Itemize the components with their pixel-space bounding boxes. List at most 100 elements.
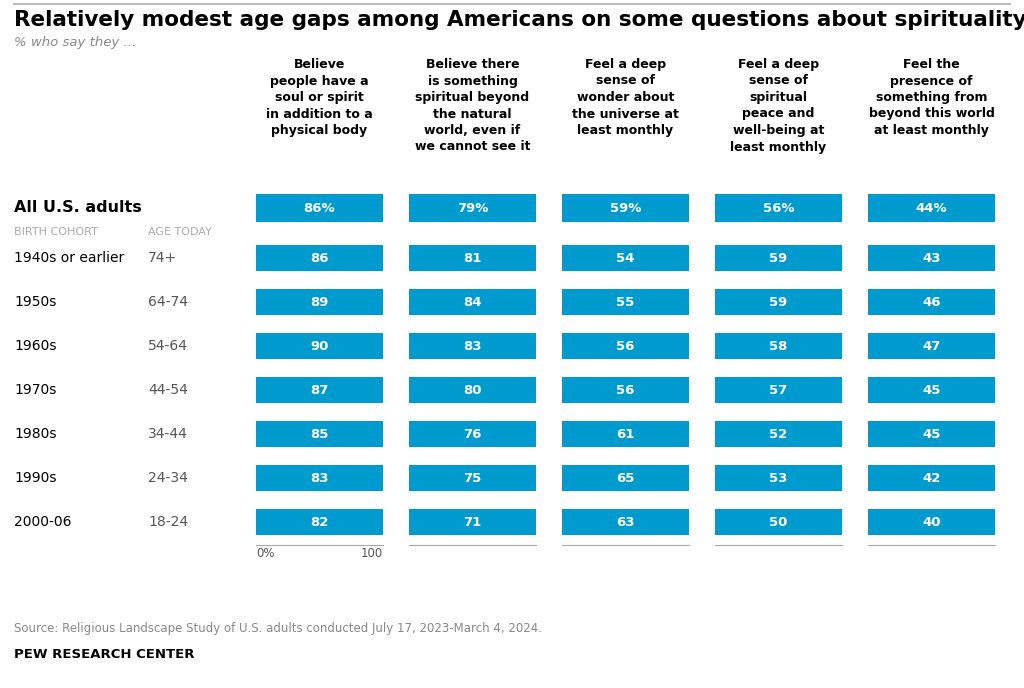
Text: 43: 43 [923,252,941,264]
Bar [256,289,383,315]
Bar [868,509,995,535]
Text: 83: 83 [310,471,329,484]
Text: Feel a deep
sense of
spiritual
peace and
well-being at
least monthly: Feel a deep sense of spiritual peace and… [730,58,826,153]
Text: 89: 89 [310,296,329,308]
Bar [715,245,842,271]
Text: 83: 83 [463,339,481,352]
Text: 75: 75 [464,471,481,484]
Text: 56: 56 [616,383,635,396]
Text: 52: 52 [769,427,787,440]
Text: 1950s: 1950s [14,295,56,309]
Text: 50: 50 [769,515,787,528]
Text: 1990s: 1990s [14,471,56,485]
Bar [868,245,995,271]
Text: 84: 84 [463,296,481,308]
Bar [562,245,689,271]
Text: Feel the
presence of
something from
beyond this world
at least monthly: Feel the presence of something from beyo… [868,58,994,137]
Bar [715,465,842,491]
Text: 53: 53 [769,471,787,484]
Text: 54-64: 54-64 [148,339,188,353]
Text: 56%: 56% [763,202,795,215]
Text: 24-34: 24-34 [148,471,187,485]
Text: Believe
people have a
soul or spirit
in addition to a
physical body: Believe people have a soul or spirit in … [266,58,373,137]
Bar [409,377,536,403]
Text: 54: 54 [616,252,635,264]
Bar [868,421,995,447]
Bar [715,194,842,222]
Text: 56: 56 [616,339,635,352]
Bar [409,465,536,491]
Bar [562,509,689,535]
Text: 1970s: 1970s [14,383,56,397]
Text: 86: 86 [310,252,329,264]
Bar [256,421,383,447]
Text: 81: 81 [463,252,481,264]
Text: 1960s: 1960s [14,339,56,353]
Bar [562,465,689,491]
Text: PEW RESEARCH CENTER: PEW RESEARCH CENTER [14,648,195,661]
Text: 59%: 59% [610,202,641,215]
Text: Believe there
is something
spiritual beyond
the natural
world, even if
we cannot: Believe there is something spiritual bey… [415,58,530,153]
Text: BIRTH COHORT: BIRTH COHORT [14,227,98,237]
Text: 0%: 0% [256,547,274,560]
Text: 44%: 44% [915,202,947,215]
Text: 55: 55 [616,296,635,308]
Text: AGE TODAY: AGE TODAY [148,227,212,237]
Bar [409,333,536,359]
Bar [868,465,995,491]
Bar [562,377,689,403]
Text: 86%: 86% [304,202,335,215]
Text: 64-74: 64-74 [148,295,188,309]
Text: 76: 76 [463,427,481,440]
Text: 45: 45 [923,383,941,396]
Text: 80: 80 [463,383,481,396]
Bar [256,245,383,271]
Bar [562,194,689,222]
Bar [715,377,842,403]
Text: % who say they ...: % who say they ... [14,36,136,49]
Text: Relatively modest age gaps among Americans on some questions about spirituality: Relatively modest age gaps among America… [14,10,1024,30]
Text: 65: 65 [616,471,635,484]
Text: 59: 59 [769,296,787,308]
Text: 1940s or earlier: 1940s or earlier [14,251,124,265]
Bar [409,289,536,315]
Bar [562,421,689,447]
Text: 71: 71 [464,515,481,528]
Text: 42: 42 [923,471,941,484]
Bar [868,377,995,403]
Bar [409,509,536,535]
Bar [256,377,383,403]
Text: 44-54: 44-54 [148,383,187,397]
Text: 82: 82 [310,515,329,528]
Bar [256,194,383,222]
Text: 2000-06: 2000-06 [14,515,72,529]
Text: 45: 45 [923,427,941,440]
Text: Source: Religious Landscape Study of U.S. adults conducted July 17, 2023-March 4: Source: Religious Landscape Study of U.S… [14,622,542,635]
Text: 87: 87 [310,383,329,396]
Text: 40: 40 [923,515,941,528]
Bar [256,333,383,359]
Bar [715,333,842,359]
Bar [562,289,689,315]
Bar [868,194,995,222]
Text: 57: 57 [769,383,787,396]
Bar [715,289,842,315]
Text: 18-24: 18-24 [148,515,188,529]
Text: 58: 58 [769,339,787,352]
Text: 100: 100 [360,547,383,560]
Text: 1980s: 1980s [14,427,56,441]
Text: 63: 63 [616,515,635,528]
Text: 34-44: 34-44 [148,427,187,441]
Bar [409,194,536,222]
Text: 59: 59 [769,252,787,264]
Text: 47: 47 [923,339,941,352]
Bar [409,245,536,271]
Text: 79%: 79% [457,202,488,215]
Text: 46: 46 [923,296,941,308]
Bar [409,421,536,447]
Bar [868,333,995,359]
Text: 85: 85 [310,427,329,440]
Bar [715,421,842,447]
Bar [715,509,842,535]
Bar [562,333,689,359]
